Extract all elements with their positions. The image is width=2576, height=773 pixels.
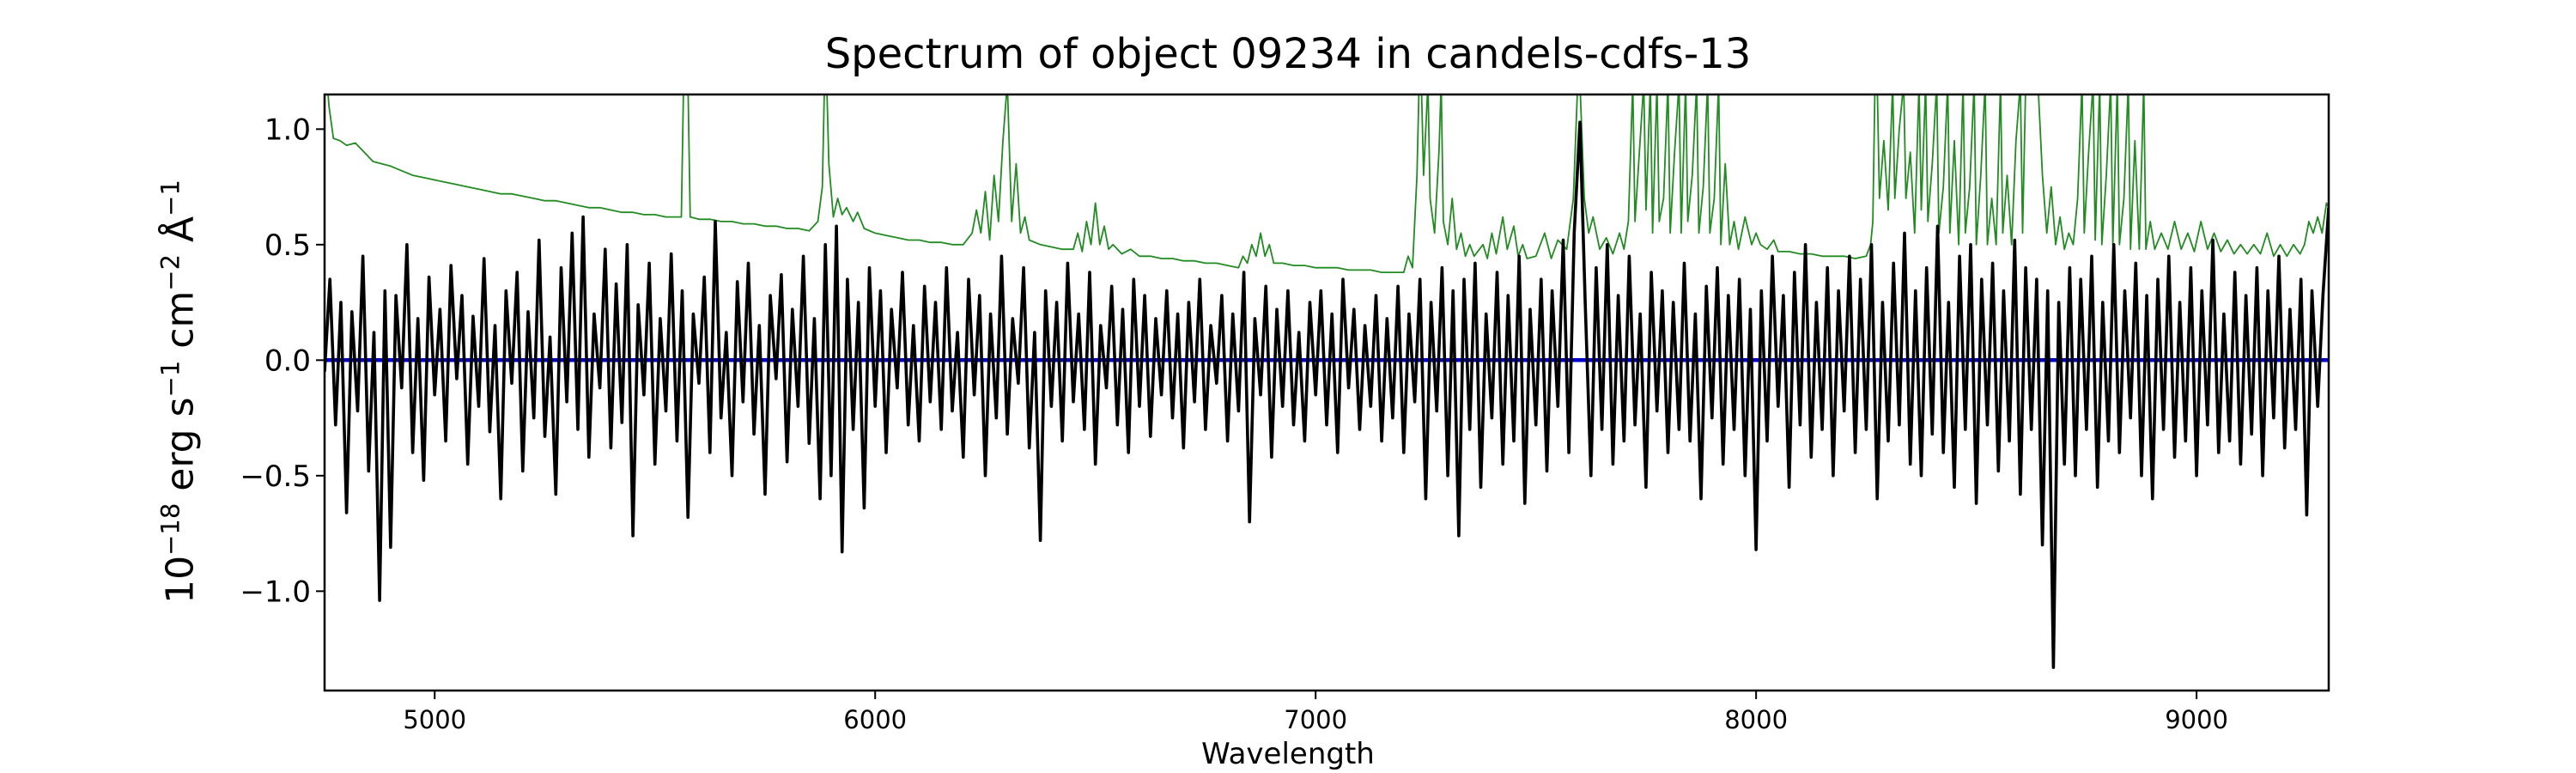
y-tick-label: 0.5 (264, 228, 311, 263)
x-tick-label: 7000 (1284, 705, 1347, 734)
series-layer (325, 94, 2329, 669)
axes-layer: 5000 6000 7000 8000 9000 −1.0 −0.5 0.0 0.5 1.0 (240, 93, 2330, 734)
y-tick-label: −0.5 (240, 460, 311, 494)
y-tick-label: −1.0 (240, 575, 311, 609)
y-tick-label: 0.0 (264, 344, 311, 378)
chart-title: Spectrum of object 09234 in candels-cdfs… (824, 30, 1752, 78)
x-tick-label: 9000 (2165, 705, 2228, 734)
x-tick-label: 6000 (843, 705, 907, 734)
x-tick-label: 8000 (1724, 705, 1788, 734)
flux-series-line (325, 120, 2329, 669)
y-tick-label: 1.0 (264, 113, 311, 147)
x-axis-label: Wavelength (1201, 737, 1375, 771)
axes-frame (323, 93, 2330, 692)
error-series-line (327, 94, 2329, 273)
x-tick-label: 5000 (403, 705, 466, 734)
